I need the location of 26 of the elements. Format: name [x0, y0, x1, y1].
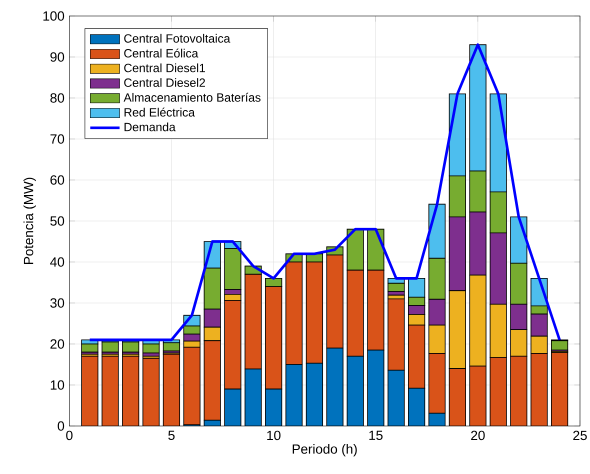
legend-label: Central Diesel1	[124, 63, 206, 72]
y-tick-label: 100	[43, 11, 64, 21]
x-tick-label: 25	[573, 430, 587, 440]
x-tick-label: 10	[267, 430, 280, 440]
y-tick-label: 30	[50, 298, 64, 308]
y-axis-title: Potencia (MW)	[23, 178, 36, 264]
legend-label: Central Fotovoltaica	[124, 34, 230, 43]
x-tick-label: 5	[168, 430, 175, 440]
legend-label: Demanda	[124, 122, 176, 132]
legend-label: Red Eléctrica	[124, 108, 195, 117]
y-tick-label: 10	[50, 380, 64, 390]
y-tick-label: 0	[58, 421, 64, 431]
y-tick-label: 50	[50, 216, 64, 226]
y-tick-label: 90	[50, 52, 64, 62]
y-tick-label: 80	[50, 93, 64, 103]
legend-label: Almacenamiento Baterías	[124, 92, 261, 102]
x-tick-label: 15	[369, 430, 383, 440]
legend-label: Central Diesel2	[124, 78, 205, 87]
x-axis-title: Periodo (h)	[292, 444, 357, 456]
y-tick-label: 70	[50, 134, 64, 144]
x-tick-label: 0	[66, 430, 73, 440]
y-tick-label: 40	[50, 257, 64, 267]
legend-label: Central Eólica	[124, 48, 198, 58]
y-tick-label: 60	[50, 175, 64, 185]
x-tick-label: 20	[471, 430, 485, 440]
y-tick-label: 20	[50, 339, 64, 349]
